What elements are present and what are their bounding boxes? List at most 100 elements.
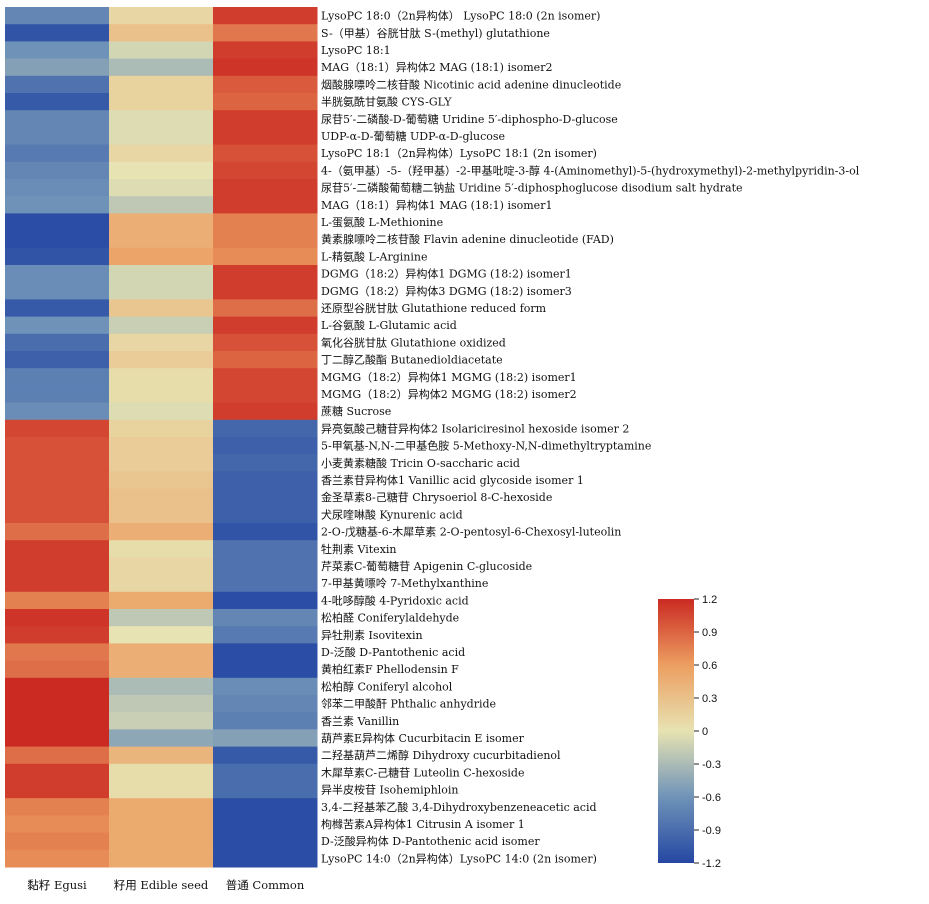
heatmap-cell — [213, 523, 318, 541]
heatmap-cell — [109, 523, 214, 541]
heatmap-cell — [109, 643, 214, 662]
row-label: 香兰素苷异构体1 Vanillic acid glycoside isomer … — [321, 473, 584, 487]
row-label: DGMG（18:2）异构体3 DGMG (18:2) isomer3 — [321, 284, 572, 298]
heatmap-cell — [109, 712, 214, 730]
heatmap-cell — [5, 540, 110, 558]
heatmap-cell — [213, 712, 318, 730]
heatmap-cell — [213, 402, 318, 421]
heatmap-cell — [109, 695, 214, 713]
row-label: D-泛酸异构体 D-Pantothenic acid isomer — [321, 834, 540, 848]
heatmap-cell — [5, 93, 110, 111]
heatmap-cell — [5, 471, 110, 490]
heatmap-cell — [213, 230, 318, 249]
heatmap-cell — [109, 454, 214, 472]
heatmap-cell — [213, 849, 318, 868]
heatmap-cell — [213, 488, 318, 507]
heatmap-cell — [5, 746, 110, 765]
legend-tick-label: 0.9 — [702, 627, 717, 639]
heatmap-cell — [213, 746, 318, 765]
heatmap-cell — [109, 437, 214, 455]
heatmap-cell — [213, 144, 318, 163]
legend-tick-label: -0.9 — [702, 825, 721, 837]
heatmap-cell — [5, 110, 110, 128]
heatmap-cell — [109, 660, 214, 679]
heatmap-cell — [109, 505, 214, 524]
heatmap-cell — [5, 609, 110, 627]
heatmap-cell — [5, 316, 110, 335]
heatmap-cell — [109, 127, 214, 146]
column-label: 普通 Common — [226, 878, 305, 892]
heatmap-cell — [213, 626, 318, 644]
heatmap-cell — [5, 798, 110, 816]
row-label: 小麦黄素糖酸 Tricin O-saccharic acid — [321, 456, 520, 470]
row-label: 5-甲氧基-N,N-二甲基色胺 5-Methoxy-N,N-dimethyltr… — [321, 439, 651, 453]
heatmap-cell — [5, 574, 110, 593]
heatmap-cell — [5, 849, 110, 868]
heatmap-cell — [109, 265, 214, 283]
color-legend-ticks: 1.2 0.9 0.6 0.3 0 -0.3 -0.6 -0.9 -1.2 — [694, 594, 721, 870]
heatmap-cell — [5, 7, 110, 25]
heatmap-cell — [109, 93, 214, 111]
row-label: LysoPC 18:1 — [321, 44, 391, 57]
row-label: LysoPC 18:1（2n异构体）LysoPC 18:1 (2n isomer… — [321, 146, 597, 160]
row-label: L-蛋氨酸 L-Methionine — [321, 215, 443, 229]
heatmap-cell — [109, 729, 214, 748]
heatmap-cell — [109, 815, 214, 834]
heatmap-cell — [213, 557, 318, 576]
legend-tick-label: -0.6 — [702, 792, 721, 804]
heatmap-cell — [213, 385, 318, 404]
column-label: 黏籽 Egusi — [27, 878, 87, 892]
heatmap-cell — [213, 781, 318, 799]
heatmap-cell — [213, 540, 318, 558]
heatmap-cell — [5, 729, 110, 748]
row-label: DGMG（18:2）异构体1 DGMG (18:2) isomer1 — [321, 267, 572, 281]
row-label: 枸橼苦素A异构体1 Citrusin A isomer 1 — [321, 817, 525, 831]
heatmap-cell — [109, 832, 214, 851]
row-label: 芹菜素C-葡萄糖苷 Apigenin C-glucoside — [321, 559, 532, 573]
heatmap-cell — [213, 815, 318, 834]
heatmap-cell — [109, 333, 214, 352]
heatmap-cell — [213, 660, 318, 679]
heatmap-cell — [5, 557, 110, 576]
heatmap-cell — [213, 110, 318, 128]
heatmap-cells — [5, 7, 318, 868]
row-label: 异半皮桉苷 Isohemiphloin — [321, 783, 459, 797]
row-label: 半胱氨酰甘氨酸 CYS-GLY — [321, 95, 452, 109]
row-label: 丁二醇乙酸酯 Butanedioldiacetate — [321, 353, 503, 367]
heatmap-cell — [109, 385, 214, 404]
heatmap-cell — [5, 127, 110, 146]
heatmap-cell — [109, 247, 214, 266]
heatmap-cell — [213, 333, 318, 352]
heatmap-cell — [5, 41, 110, 60]
row-label: 松柏醛 Coniferylaldehyde — [321, 611, 459, 625]
heatmap-cell — [213, 75, 318, 94]
row-label: 葫芦素E异构体 Cucurbitacin E isomer — [321, 731, 525, 745]
heatmap-cell — [213, 58, 318, 77]
heatmap-cell — [213, 282, 318, 300]
heatmap-cell — [109, 574, 214, 593]
heatmap-cell — [5, 161, 110, 180]
heatmap-cell — [213, 127, 318, 146]
heatmap-cell — [5, 144, 110, 163]
heatmap-cell — [5, 282, 110, 300]
row-label: LysoPC 18:0（2n异构体） LysoPC 18:0 (2n isome… — [321, 9, 600, 23]
heatmap-cell — [109, 41, 214, 60]
heatmap-cell — [5, 247, 110, 266]
row-label: D-泛酸 D-Pantothenic acid — [321, 645, 465, 659]
heatmap-cell — [5, 763, 110, 782]
heatmap-cell — [213, 351, 318, 369]
heatmap-cell — [5, 677, 110, 696]
heatmap-cell — [109, 196, 214, 214]
row-label: UDP-α-D-葡萄糖 UDP-α-D-glucose — [321, 129, 505, 143]
row-label: 犬尿喹啉酸 Kynurenic acid — [321, 507, 463, 521]
heatmap-cell — [213, 316, 318, 335]
heatmap-cell — [213, 368, 318, 386]
heatmap-cell — [5, 299, 110, 318]
heatmap-cell — [5, 213, 110, 232]
row-label: 黄素腺嘌呤二核苷酸 Flavin adenine dinucleotide (F… — [321, 232, 614, 246]
heatmap-cell — [109, 781, 214, 799]
row-label: 牡荆素 Vitexin — [321, 542, 397, 556]
heatmap-cell — [213, 677, 318, 696]
heatmap-cell — [109, 746, 214, 765]
heatmap-cell — [5, 230, 110, 249]
